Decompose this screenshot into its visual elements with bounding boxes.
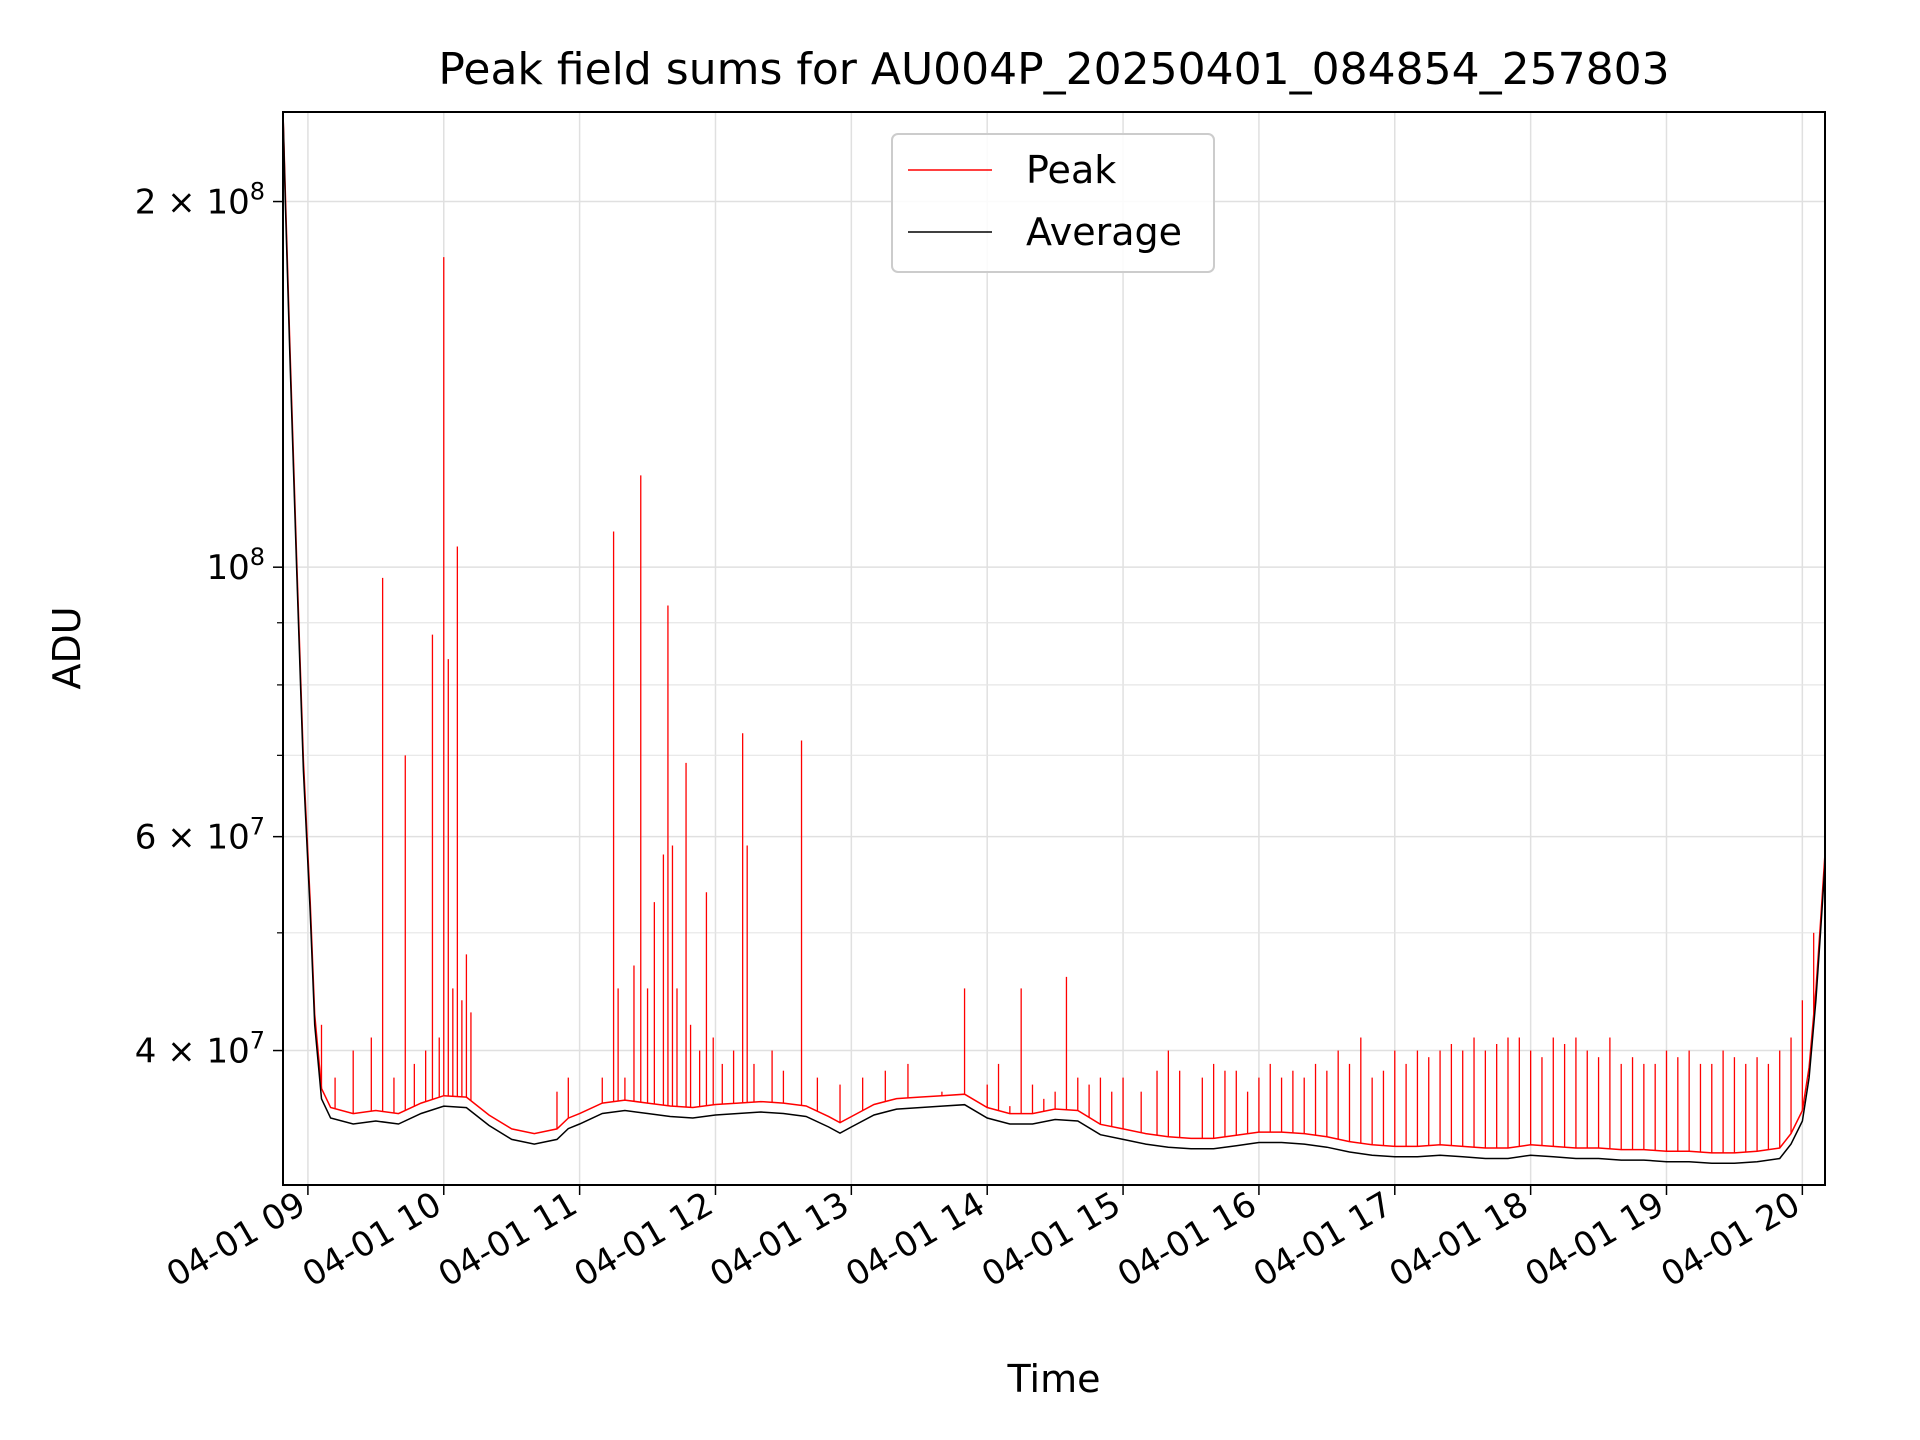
legend-box <box>891 133 1215 273</box>
y-tick-label: 4 × 107 <box>135 1027 265 1072</box>
y-tick-label: 108 <box>206 543 265 588</box>
y-axis-label: ADU <box>45 606 89 689</box>
chart-title: Peak field sums for AU004P_20250401_0848… <box>438 44 1669 95</box>
x-tick-label: 04-01 19 <box>1519 1184 1671 1295</box>
x-tick-label: 04-01 20 <box>1654 1184 1806 1295</box>
x-tick-label: 04-01 15 <box>975 1184 1127 1295</box>
x-tick-label: 04-01 10 <box>296 1184 448 1295</box>
legend: Peak Average <box>891 133 1215 273</box>
x-tick-label: 04-01 14 <box>839 1184 991 1295</box>
x-axis-label: Time <box>1007 1357 1101 1401</box>
x-tick-label: 04-01 18 <box>1383 1184 1535 1295</box>
average-series-line <box>282 111 1826 1165</box>
y-tick-label: 6 × 107 <box>135 813 265 858</box>
x-tick-label: 04-01 13 <box>703 1184 855 1295</box>
plot-frame <box>282 111 1826 1186</box>
y-tick-label: 2 × 108 <box>135 178 265 223</box>
series-layer <box>282 111 1826 1165</box>
x-tick-label: 04-01 12 <box>568 1184 720 1295</box>
peak-series-line <box>282 111 1826 1154</box>
legend-average-label: Average <box>1026 210 1182 254</box>
x-tick-label: 04-01 17 <box>1247 1184 1399 1295</box>
y-axis: 2 × 108 108 6 × 107 4 × 107 <box>135 178 283 1072</box>
x-tick-label: 04-01 16 <box>1111 1184 1263 1295</box>
legend-peak-label: Peak <box>1026 148 1116 192</box>
x-tick-label: 04-01 11 <box>432 1184 584 1295</box>
x-tick-label: 04-01 09 <box>160 1184 312 1295</box>
